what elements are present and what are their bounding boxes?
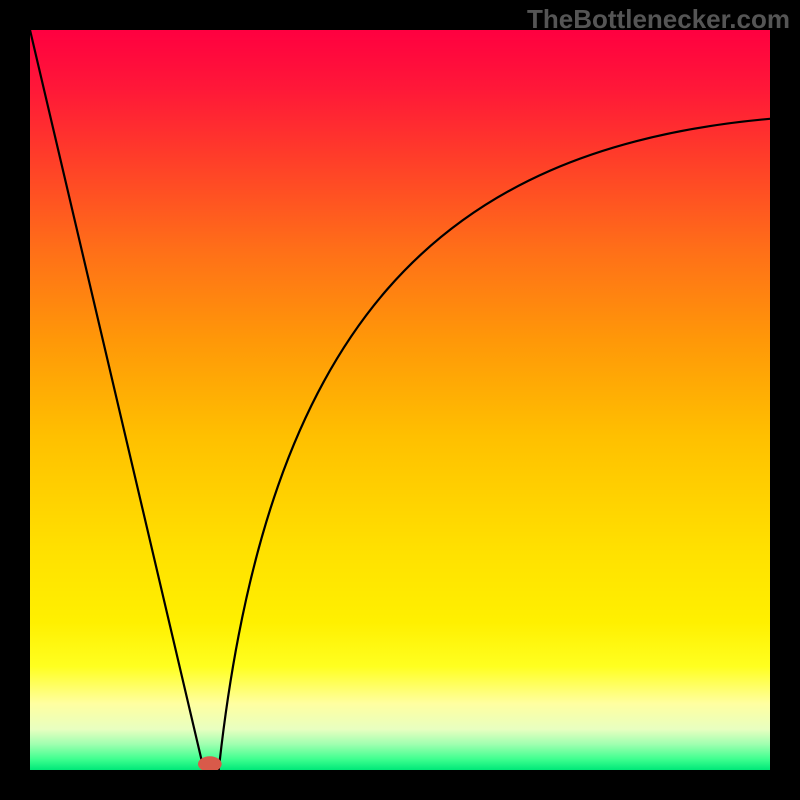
watermark-text: TheBottlenecker.com: [527, 4, 790, 35]
plot-area: [30, 30, 770, 770]
bottleneck-chart: [30, 30, 770, 770]
gradient-background: [30, 30, 770, 770]
chart-frame: TheBottlenecker.com: [0, 0, 800, 800]
